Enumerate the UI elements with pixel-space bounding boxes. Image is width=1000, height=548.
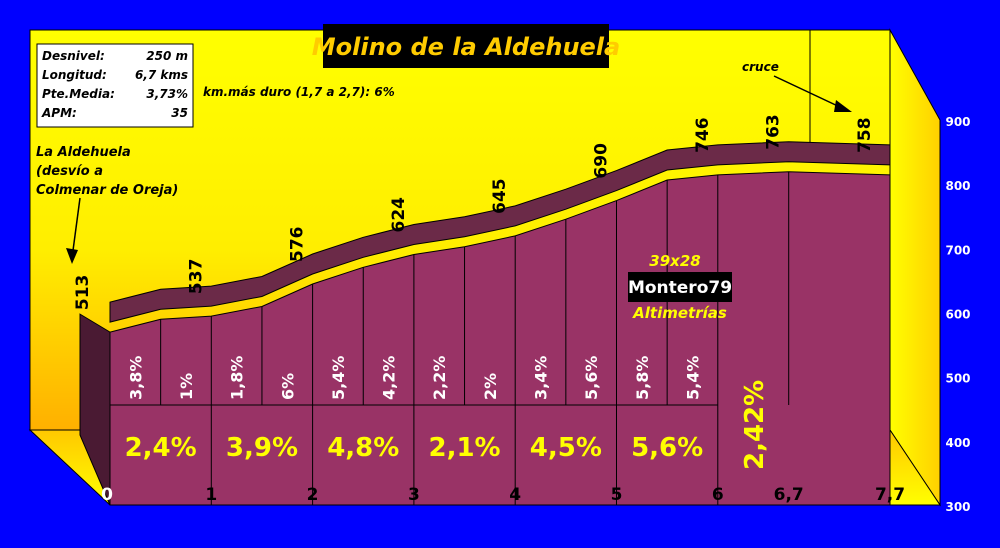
profile-area (79, 141, 891, 506)
altitude-label: 746 (693, 117, 713, 153)
altitude-label: 763 (764, 114, 784, 150)
cruce-note: cruce (742, 60, 779, 74)
half-km-gradient: 3,4% (532, 356, 551, 400)
hardest-km-note: km.más duro (1,7 a 2,7): 6% (203, 85, 395, 99)
altitude-label: 537 (186, 259, 206, 295)
y-tick-label: 300 (945, 500, 970, 514)
x-tick-label: 6,7 (774, 485, 804, 505)
y-tick-label: 500 (945, 372, 970, 386)
gradient-labels: 3,8% 1% 1,8% 6% 5,4% 4,2% 2,2% 2% 3,4% 5,6% 5,8% 5,… (125, 356, 771, 470)
credit-author: Montero79 (628, 278, 732, 298)
x-tick-label: 7,7 (875, 485, 905, 505)
profile-top-surface (109, 141, 891, 323)
y-tick-label: 700 (945, 243, 970, 257)
point-labels: 513 537 576 624 645 690 746 763 758 (73, 114, 875, 310)
stat-label: Desnivel: (42, 49, 105, 63)
cruce-arrow-head (834, 100, 852, 112)
y-tick-label: 600 (945, 308, 970, 322)
half-km-gradient: 5,6% (582, 356, 601, 400)
start-note-line: Colmenar de Oreja) (36, 183, 178, 198)
half-km-gradient: 1% (177, 373, 196, 400)
profile-front-face (109, 171, 891, 506)
half-km-gradient: 4,2% (380, 356, 399, 400)
y-axis: 300 400 500 600 700 800 900 (945, 115, 970, 514)
km-gradient: 2,4% (125, 433, 197, 463)
right-wall (889, 28, 941, 507)
half-km-gradient: 5,4% (329, 356, 348, 400)
y-tick-label: 800 (945, 179, 970, 193)
stat-value: 3,73% (146, 87, 188, 101)
km-gradient: 5,6% (631, 433, 703, 463)
altitude-label: 645 (490, 178, 510, 214)
title-box (323, 24, 609, 68)
credit-size: 39x28 (649, 252, 700, 270)
final-gradient: 2,42% (740, 380, 770, 470)
half-km-gradient: 6% (278, 373, 297, 400)
start-arrow (71, 197, 81, 259)
stat-value: 250 m (146, 49, 188, 63)
km-gradient: 4,8% (327, 433, 399, 463)
credit-author-box (628, 272, 732, 302)
altitude-label: 576 (288, 227, 308, 263)
x-tick-label: 3 (408, 485, 420, 505)
half-km-gradient: 3,8% (126, 356, 145, 400)
x-tick-label: 6 (712, 485, 724, 505)
half-km-gradient: 5,8% (633, 356, 652, 400)
chart-title: Molino de la Aldehuela (312, 33, 620, 61)
start-note-line: (desvío a (36, 164, 103, 179)
stat-value: 35 (171, 106, 188, 120)
stat-label: APM: (41, 106, 77, 120)
x-tick-label: 5 (611, 485, 623, 505)
y-tick-label: 400 (945, 436, 970, 450)
km-gradient: 2,1% (428, 433, 500, 463)
x-tick-label: 0 (101, 485, 113, 505)
x-tick-label: 4 (509, 485, 521, 505)
altitude-label: 624 (389, 197, 409, 233)
start-arrow-head (66, 248, 78, 264)
cruce-arrow (773, 75, 843, 109)
half-km-gradient: 1,8% (228, 356, 247, 400)
stat-label: Longitud: (42, 68, 107, 82)
stats-box: Desnivel: 250 m Longitud: 6,7 kms Pte.Me… (36, 43, 194, 128)
altitude-label: 758 (855, 117, 875, 153)
x-axis: 0 1 2 3 4 5 6 6,7 7,7 (101, 485, 905, 505)
y-tick-label: 900 (945, 115, 970, 129)
km-gradient: 4,5% (530, 433, 602, 463)
x-tick-label: 1 (205, 485, 217, 505)
credit-site: Altimetrías (632, 304, 727, 322)
half-km-gradient: 2% (481, 373, 500, 400)
km-gradient: 3,9% (226, 433, 298, 463)
stat-value: 6,7 kms (135, 68, 188, 82)
start-note-line: La Aldehuela (36, 145, 131, 160)
half-km-gradient: 5,4% (683, 356, 702, 400)
x-tick-label: 2 (307, 485, 319, 505)
stat-label: Pte.Media: (42, 87, 115, 101)
half-km-gradient: 2,2% (430, 356, 449, 400)
altitude-label: 513 (73, 275, 93, 311)
altitude-label: 690 (591, 143, 611, 179)
